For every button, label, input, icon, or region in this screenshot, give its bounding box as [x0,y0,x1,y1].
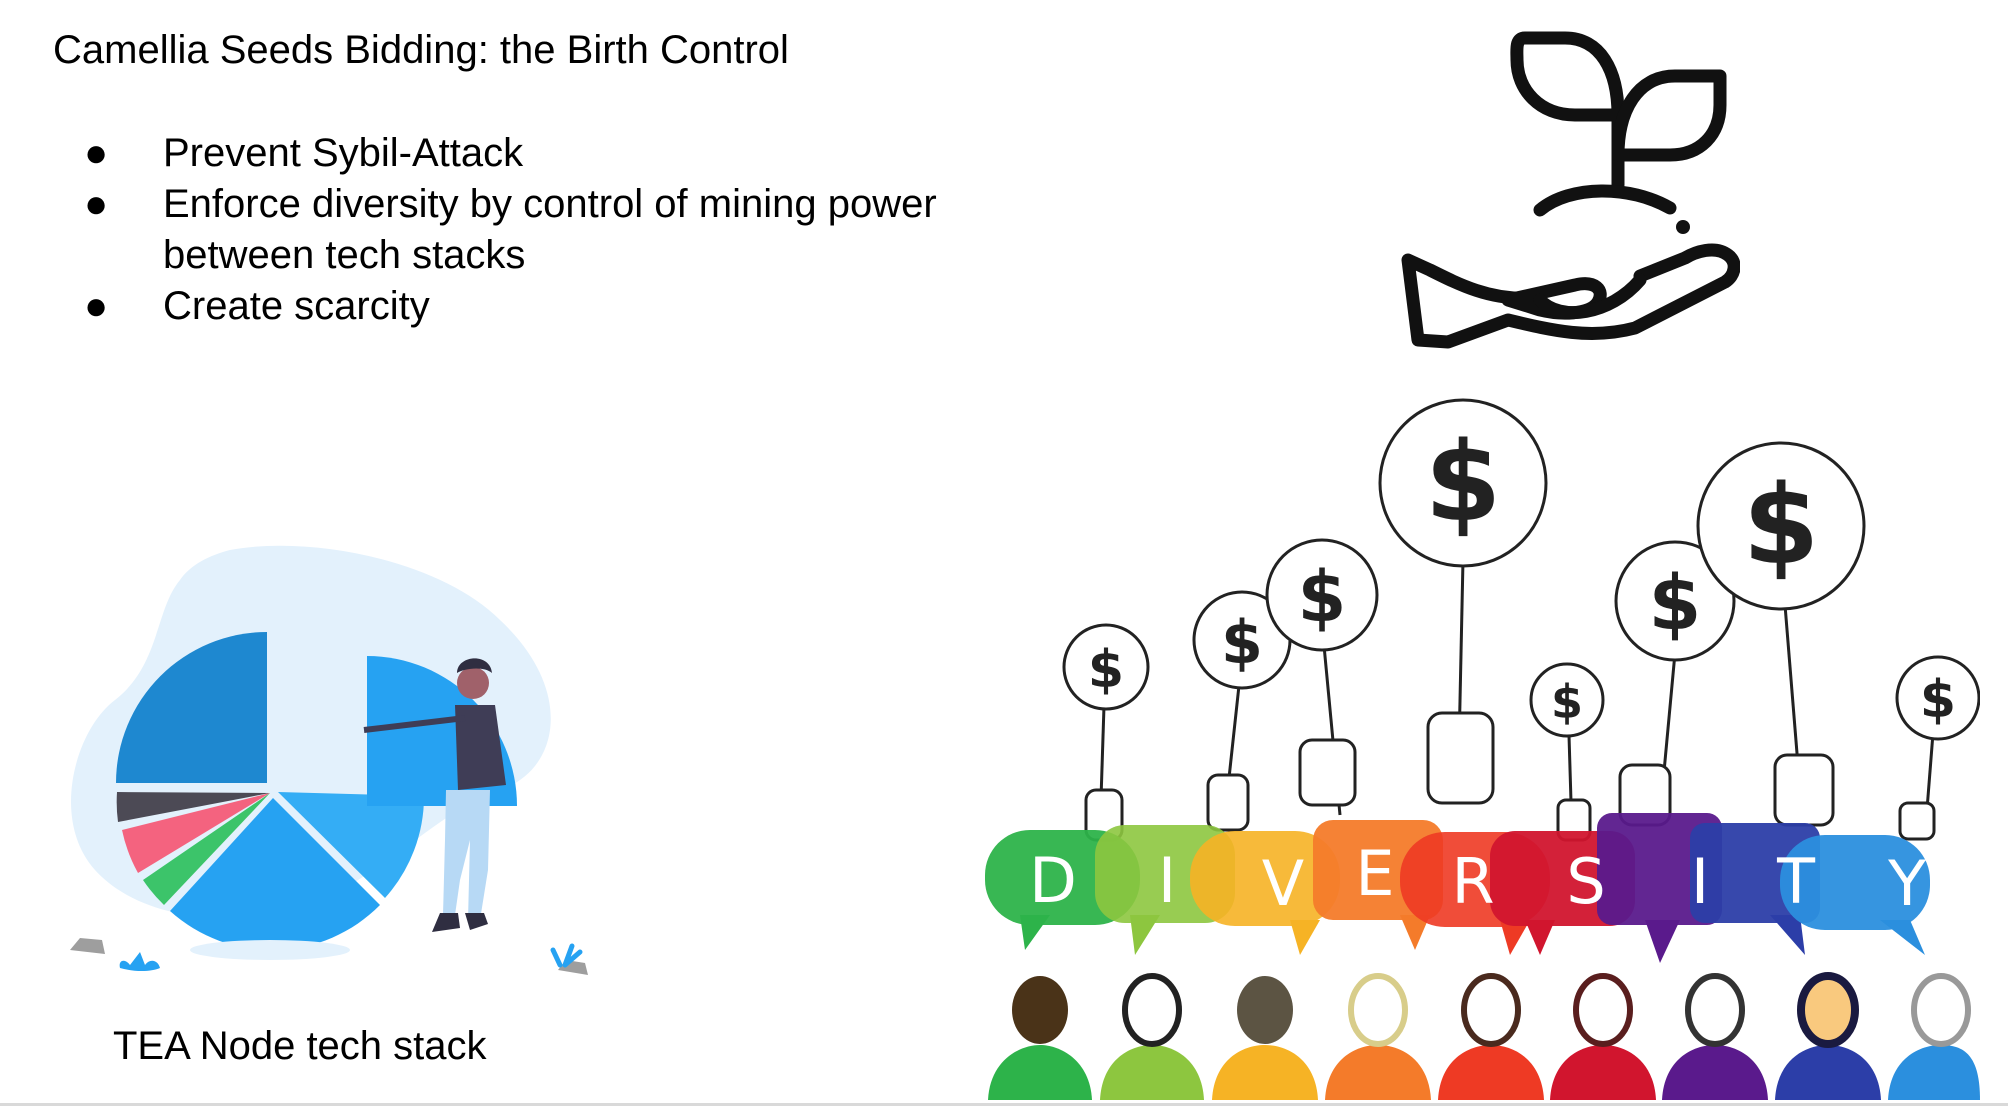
bullet-text: Enforce diversity by control of mining p… [163,182,937,226]
pie-slice-dark-blue [116,632,267,783]
diversity-word: D I V E R S I T Y [1029,837,1926,920]
rock [558,960,588,975]
person-avatar [1550,973,1656,1100]
pie-slice-blue [170,798,380,951]
slide-title: Camellia Seeds Bidding: the Birth Contro… [53,28,789,72]
person-avatar [1888,973,1980,1100]
diversity-letter: R [1451,845,1494,918]
pie-slice-light-blue [278,792,425,898]
diversity-letter: S [1566,845,1605,918]
bid-signs [1062,398,1980,836]
bullet-item: ● Create scarcity [0,281,1100,332]
bullet-text: between tech stacks [163,233,526,277]
rock [70,938,105,954]
diversity-letter: E [1355,837,1394,910]
people-row [988,972,1980,1100]
plant-sprout [550,943,583,968]
diversity-letter: Y [1887,847,1926,920]
person-avatar [1212,976,1318,1100]
dollar-sign: $ [1649,558,1702,647]
seed-dot [1676,220,1690,234]
person-avatar [1100,973,1204,1100]
bullet-marker: ● [84,131,109,175]
bullet-marker: ● [84,284,109,328]
bullet-text: Create scarcity [163,284,430,328]
person-avatar [1662,973,1768,1100]
diversity-letter: T [1776,845,1816,918]
dollar-sign: $ [1425,418,1502,546]
pie-chart-illustration [70,545,588,975]
diversity-letter: I [1691,845,1709,918]
person-avatar [1775,972,1881,1100]
bullet-marker: ● [84,182,109,226]
diversity-letter: I [1158,844,1176,917]
slide-bottom-border [0,1103,2008,1106]
diversity-letter: D [1029,844,1077,917]
plant-sprout [119,952,160,971]
bullet-item: ● Prevent Sybil-Attack [0,128,1100,179]
dollar-sign: $ [1298,556,1347,638]
dollar-sign: $ [1088,640,1124,700]
dollar-sign: $ [1743,461,1820,589]
dollar-sign: $ [1920,670,1956,730]
bullet-continuation: between tech stacks [0,230,1100,281]
dollar-sign: $ [1551,675,1583,729]
diversity-letter: V [1262,847,1304,920]
pie-slice-pink [122,793,270,873]
person-figure [363,658,506,932]
ground-shadow [190,940,350,960]
seedling-hand-icon [1401,31,1740,349]
pie-slice-green [143,793,270,905]
dollar-labels: $ $ $ $ $ $ $ $ [1088,418,1956,730]
speech-bubbles [985,813,1930,963]
person-avatar [988,976,1092,1100]
diversity-illustration: $ $ $ $ $ $ $ $ [985,398,1980,1100]
bullet-text: Prevent Sybil-Attack [163,131,524,175]
bullet-item: ● Enforce diversity by control of mining… [0,179,1100,230]
person-avatar [1325,973,1431,1100]
pie-slice-charcoal [116,792,270,822]
raised-hands [1084,711,1936,842]
pie-caption: TEA Node tech stack [113,1024,487,1068]
dollar-sign: $ [1221,608,1263,678]
person-avatar [1438,973,1544,1100]
